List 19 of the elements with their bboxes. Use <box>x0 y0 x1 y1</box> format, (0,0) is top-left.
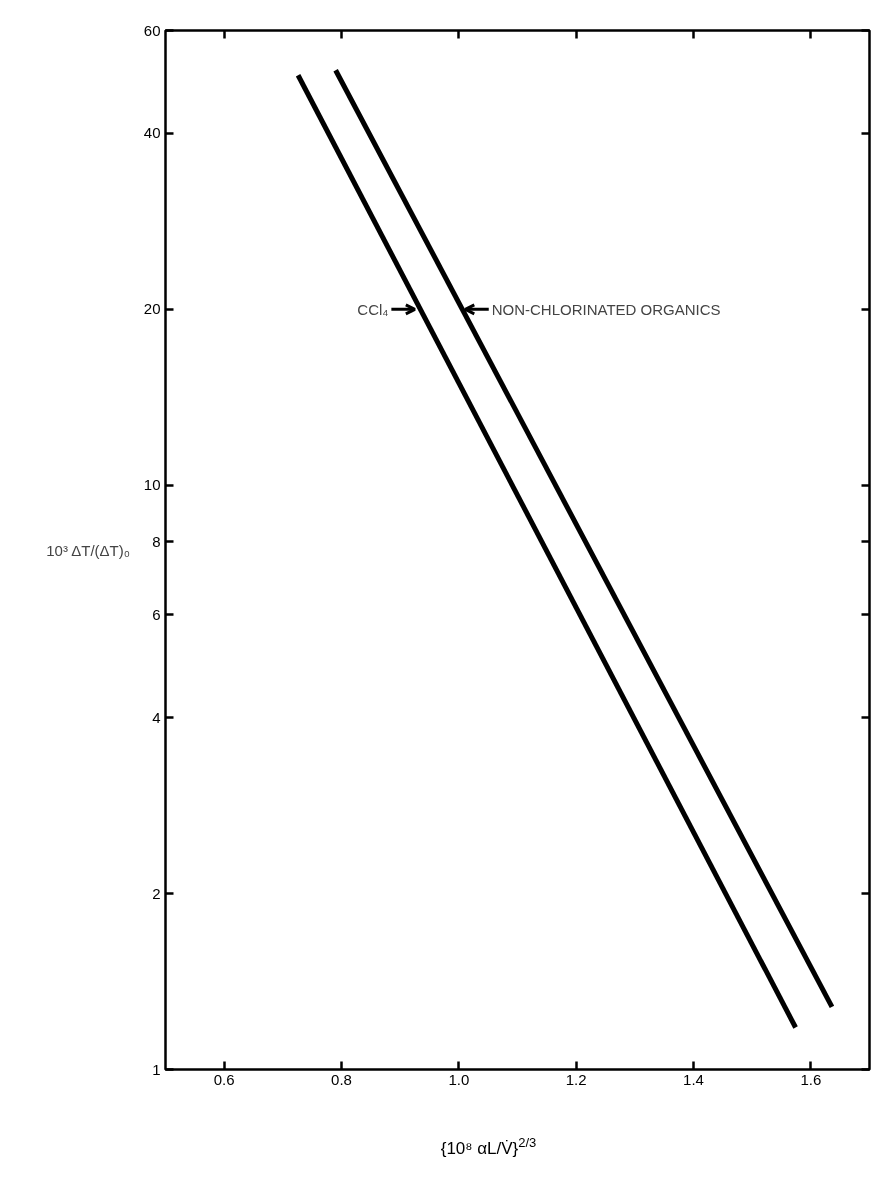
y-tick-label: 6 <box>152 605 161 623</box>
x-tick-label: 1.0 <box>448 1070 470 1088</box>
x-tick-label: 0.8 <box>331 1070 352 1088</box>
x-tick-label: 1.4 <box>683 1070 704 1088</box>
y-tick-label: 1 <box>152 1060 161 1078</box>
y-tick-label: 4 <box>152 708 161 726</box>
annotation: CCl₄ <box>357 300 389 318</box>
y-tick-label: 40 <box>143 124 161 142</box>
x-tick-label: 1.2 <box>565 1070 587 1088</box>
y-tick-label: 10 <box>143 476 161 494</box>
y-axis-title: 10³ ΔT/(ΔT)₀ <box>46 541 130 559</box>
x-tick-label: 0.6 <box>213 1070 235 1088</box>
annotation: NON-CHLORINATED ORGANICS <box>491 300 721 318</box>
y-tick-label: 8 <box>152 532 161 550</box>
y-tick-label: 20 <box>143 300 161 318</box>
x-tick-label: 1.6 <box>800 1070 822 1088</box>
y-tick-label: 60 <box>143 21 161 39</box>
x-axis-title: {10⁸ αL/V̇}$^{2/3}$ <box>439 1134 538 1160</box>
y-tick-label: 2 <box>152 884 161 902</box>
